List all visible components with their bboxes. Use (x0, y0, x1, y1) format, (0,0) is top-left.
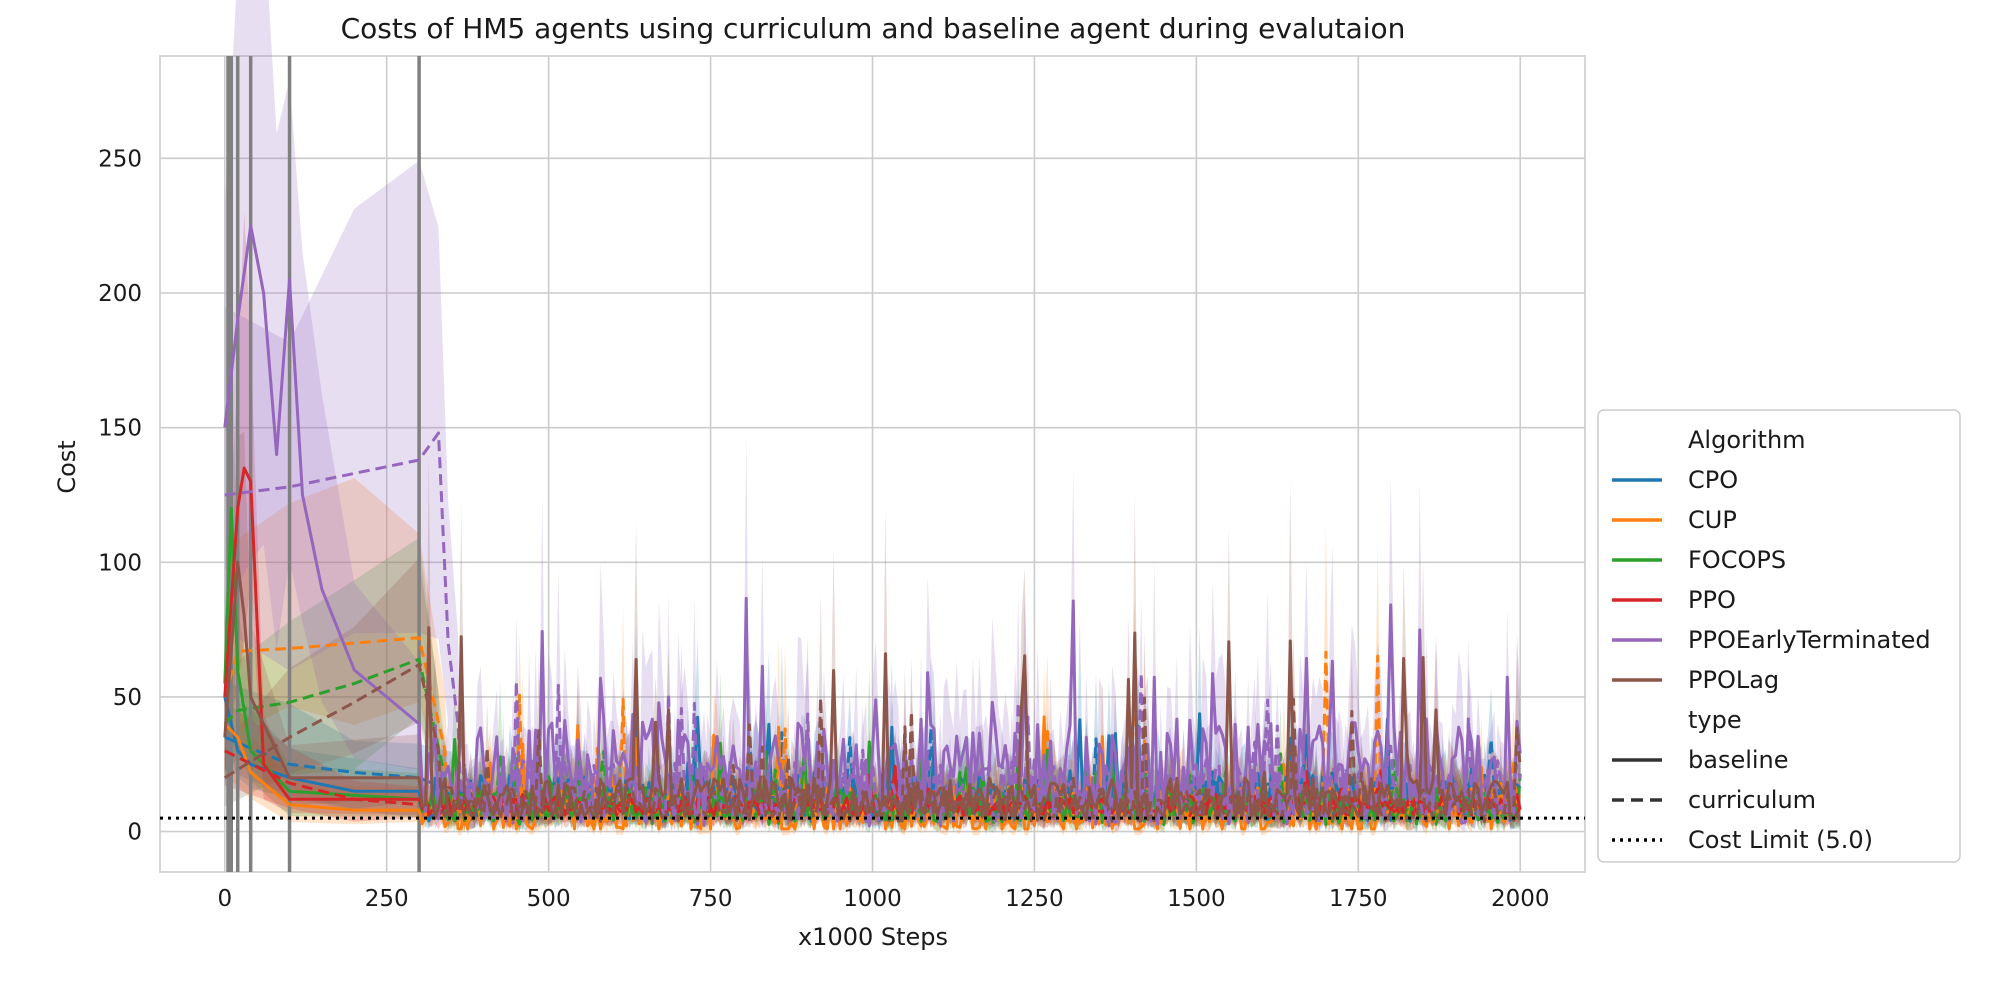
legend-entry: PPO (1688, 586, 1736, 614)
x-tick-label: 1500 (1167, 886, 1226, 912)
y-tick-label: 100 (98, 550, 142, 576)
y-axis-label: Cost (53, 440, 81, 493)
band-ppoearlyterminated-baseline (224, 0, 1521, 834)
y-tick-label: 150 (98, 416, 142, 442)
legend-entry: PPOEarlyTerminated (1688, 626, 1931, 654)
x-tick-label: 0 (217, 886, 232, 912)
series-lines (223, 224, 1522, 831)
x-axis-label: x1000 Steps (798, 923, 948, 951)
line-ppolag-baseline (223, 560, 1522, 823)
x-tick-label: 1000 (843, 886, 902, 912)
x-tick-label: 1750 (1329, 886, 1388, 912)
legend-title-type: type (1688, 706, 1742, 734)
legend-entry: CPO (1688, 466, 1738, 494)
legend-entry-cost-limit: Cost Limit (5.0) (1688, 826, 1873, 854)
line-ppolag-curriculum (224, 663, 1522, 824)
legend: Algorithm CPO CUP FOCOPS PPO PPOEarlyTerminat… (1597, 409, 1961, 863)
legend-entry: curriculum (1688, 786, 1816, 814)
x-tick-label: 750 (689, 886, 733, 912)
legend-box (1597, 409, 1961, 863)
legend-entry: baseline (1688, 746, 1789, 774)
legend-entry: PPOLag (1688, 666, 1779, 694)
x-tick-label: 1250 (1005, 886, 1064, 912)
x-tick-label: 2000 (1491, 886, 1550, 912)
legend-entry: FOCOPS (1688, 546, 1786, 574)
y-tick-label: 200 (98, 281, 142, 307)
chart-title: Costs of HM5 agents using curriculum and… (341, 12, 1406, 45)
x-tick-label: 500 (527, 886, 571, 912)
legend-entry: CUP (1688, 506, 1737, 534)
legend-title-algorithm: Algorithm (1688, 426, 1806, 454)
line-ppoearlyterminated-baseline (223, 224, 1522, 828)
y-tick-label: 0 (127, 820, 142, 846)
x-tick-label: 250 (365, 886, 409, 912)
tick-labels: 0 250 500 750 1000 1250 1500 1750 2000 0 50 100 150 2… (98, 146, 1549, 912)
y-tick-label: 50 (113, 685, 142, 711)
y-tick-label: 250 (98, 146, 142, 172)
